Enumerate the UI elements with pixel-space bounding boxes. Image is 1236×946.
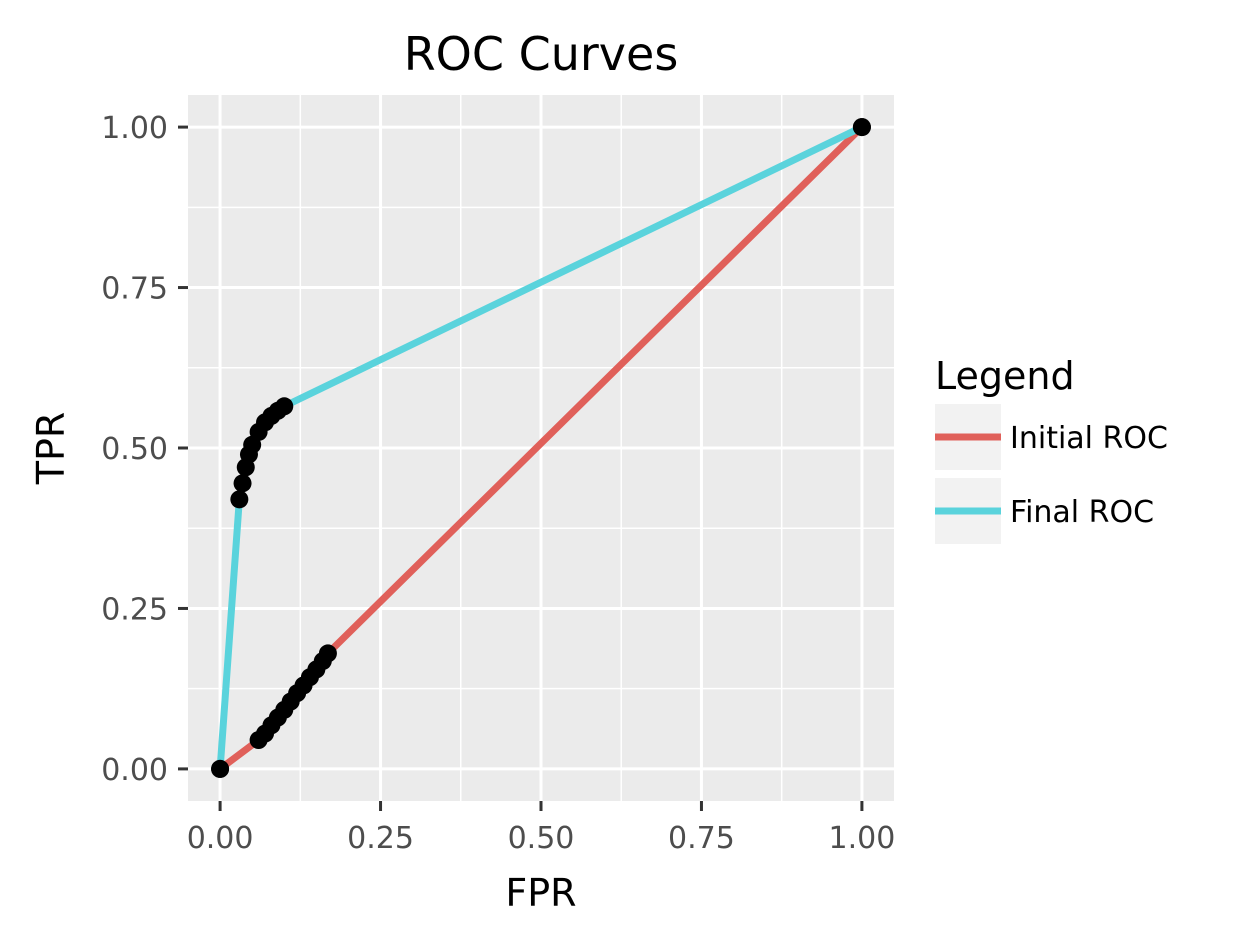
x-tick-label: 0.00 (187, 821, 254, 856)
legend-label-initial-roc: Initial ROC (1010, 421, 1168, 456)
marker-layer (211, 118, 871, 778)
data-point-initial-roc (318, 644, 337, 663)
x-axis-title: FPR (505, 871, 576, 915)
y-tick-label: 0.75 (101, 272, 168, 307)
legend-label-final-roc: Final ROC (1010, 495, 1154, 530)
y-tick-label: 0.25 (101, 592, 168, 627)
data-point-final-roc (233, 474, 252, 493)
data-point-final-roc (211, 759, 230, 778)
x-tick-label: 1.00 (829, 821, 896, 856)
data-point-final-roc (230, 490, 249, 509)
chart-title: ROC Curves (404, 27, 679, 81)
y-tick-label: 0.00 (101, 753, 168, 788)
data-point-final-roc (275, 397, 294, 416)
x-tick-label: 0.25 (347, 821, 414, 856)
legend-title: Legend (935, 354, 1075, 398)
axis-layer: 0.00 0.25 0.50 0.75 1.00 0.00 0.25 0.50 0.75 1.00 (101, 111, 895, 856)
y-tick-label: 0.50 (101, 432, 168, 467)
x-tick-label: 0.50 (508, 821, 575, 856)
y-tick-label: 1.00 (101, 111, 168, 146)
x-tick-label: 0.75 (668, 821, 735, 856)
y-axis-title: TPR (29, 412, 73, 486)
legend: Legend Initial ROC Final ROC (935, 354, 1168, 544)
data-point-final-roc (852, 118, 871, 137)
